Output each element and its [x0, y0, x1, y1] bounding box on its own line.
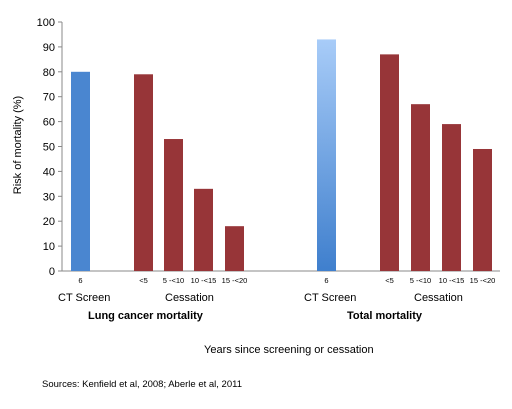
bar-total-ct-0: [317, 39, 336, 272]
lung-cessation-label: Cessation: [165, 292, 214, 304]
lung-ct-screen-label: CT Screen: [58, 292, 111, 304]
x-tick-label: 10 -<15: [439, 276, 465, 285]
bar-total-cessation-3: [473, 148, 492, 271]
y-tick-label: 30: [43, 191, 55, 203]
bar-lung-ct-0: [71, 71, 90, 271]
source-note: Sources: Kenfield et al, 2008; Aberle et…: [42, 379, 242, 390]
x-tick-label: <5: [385, 276, 394, 285]
x-tick-label: <5: [139, 276, 148, 285]
x-tick-label: 5 -<10: [410, 276, 431, 285]
y-tick-label: 20: [43, 216, 55, 228]
bar-total-cessation-0: [380, 54, 399, 272]
x-tick-label: 6: [324, 276, 328, 285]
y-tick-label: 40: [43, 166, 55, 178]
y-axis-label: Risk of mortality (%): [12, 96, 24, 194]
x-tick-label: 15 -<20: [470, 276, 496, 285]
y-tick-label: 50: [43, 142, 55, 154]
bars: [71, 39, 492, 272]
x-tick-label: 10 -<15: [191, 276, 217, 285]
bar-total-cessation-2: [442, 124, 461, 271]
y-tick-label: 80: [43, 67, 55, 79]
total-cessation-label: Cessation: [414, 292, 463, 304]
x-tick-label: 5 -<10: [163, 276, 184, 285]
y-axis: 0 10 20 30 40 50 60 70 80 90 100: [37, 17, 500, 278]
bar-lung-cessation-1: [164, 139, 183, 271]
y-tick-label: 100: [37, 17, 55, 29]
bar-lung-cessation-2: [194, 188, 213, 271]
y-tick-label: 60: [43, 117, 55, 129]
x-axis-label: Years since screening or cessation: [204, 344, 374, 356]
bar-lung-cessation-0: [134, 74, 153, 271]
x-tick-label: 15 -<20: [222, 276, 248, 285]
bar-lung-cessation-3: [225, 226, 244, 271]
y-tick-label: 90: [43, 42, 55, 54]
total-group-title: Total mortality: [347, 310, 422, 322]
total-ct-screen-label: CT Screen: [304, 292, 357, 304]
y-tick-label: 0: [49, 266, 55, 278]
x-tick-labels: 6 <5 5 -<10 10 -<15 15 -<20 6 <5 5 -<10 10 -<15 1…: [78, 276, 495, 285]
lung-group-title: Lung cancer mortality: [88, 310, 203, 322]
x-tick-label: 6: [78, 276, 82, 285]
y-tick-label: 10: [43, 241, 55, 253]
y-tick-label: 70: [43, 92, 55, 104]
bar-total-cessation-1: [411, 104, 430, 271]
